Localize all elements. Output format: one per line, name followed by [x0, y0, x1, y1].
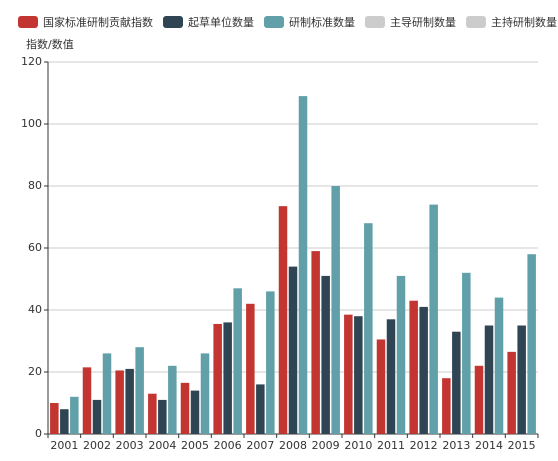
- bar: [125, 368, 134, 434]
- x-tick-label: 2007: [246, 439, 274, 452]
- bar: [396, 275, 406, 434]
- x-tick-label: 2010: [344, 439, 372, 452]
- x-tick-label: 2014: [475, 439, 503, 452]
- bar: [256, 384, 265, 434]
- bar: [92, 399, 102, 434]
- y-tick-label: 0: [35, 427, 42, 440]
- y-tick-label: 40: [28, 303, 42, 316]
- x-tick-label: 2011: [377, 439, 405, 452]
- bar: [311, 251, 320, 434]
- bar: [442, 378, 451, 434]
- bar: [484, 325, 494, 434]
- bar: [190, 390, 200, 434]
- bar: [419, 306, 428, 434]
- bar: [223, 322, 232, 434]
- bar: [354, 316, 363, 434]
- bar: [364, 223, 373, 434]
- bar: [135, 347, 144, 434]
- bar: [70, 396, 79, 434]
- bar: [115, 370, 124, 434]
- legend-label[interactable]: 主导研制数量: [390, 16, 456, 29]
- x-tick-label: 2009: [312, 439, 340, 452]
- bar: [246, 303, 255, 434]
- y-tick-label: 120: [21, 55, 42, 68]
- bar: [50, 403, 59, 434]
- bar: [158, 399, 167, 434]
- x-tick-label: 2003: [116, 439, 144, 452]
- x-tick-label: 2006: [214, 439, 242, 452]
- x-tick-label: 2001: [50, 439, 78, 452]
- y-tick-label: 80: [28, 179, 42, 192]
- bar: [321, 275, 330, 434]
- bar: [288, 266, 298, 434]
- bar: [180, 382, 190, 434]
- legend-swatch[interactable]: [365, 16, 385, 28]
- legend-swatch[interactable]: [18, 16, 38, 28]
- bar: [148, 393, 157, 434]
- bar: [527, 254, 536, 434]
- bar: [278, 206, 288, 434]
- x-tick-label: 2002: [83, 439, 111, 452]
- x-tick-label: 2008: [279, 439, 307, 452]
- bar: [376, 339, 386, 434]
- legend-swatch[interactable]: [264, 16, 284, 28]
- bar: [298, 96, 308, 434]
- x-tick-label: 2013: [442, 439, 470, 452]
- legend-label[interactable]: 研制标准数量: [289, 15, 355, 29]
- bar: [494, 297, 504, 434]
- bar: [331, 186, 340, 434]
- bar: [60, 409, 69, 434]
- bar: [386, 319, 396, 434]
- bar: [266, 291, 275, 434]
- x-tick-label: 2004: [148, 439, 176, 452]
- legend-swatch[interactable]: [466, 16, 486, 28]
- y-tick-label: 100: [21, 117, 42, 130]
- bar: [429, 204, 438, 434]
- x-tick-label: 2012: [410, 439, 438, 452]
- legend-label[interactable]: 国家标准研制贡献指数: [43, 15, 153, 29]
- y-axis-label: 指数/数值: [26, 37, 74, 51]
- bar: [233, 288, 242, 434]
- bar: [213, 323, 222, 434]
- bar: [452, 331, 461, 434]
- bar: [102, 353, 112, 434]
- bar: [462, 272, 471, 434]
- bar: [517, 325, 526, 434]
- legend-swatch[interactable]: [163, 16, 183, 28]
- bar: [507, 351, 516, 434]
- bar: [200, 353, 210, 434]
- x-tick-label: 2005: [181, 439, 209, 452]
- y-tick-label: 20: [28, 365, 42, 378]
- legend-label[interactable]: 起草单位数量: [188, 15, 254, 29]
- bar: [474, 365, 484, 434]
- bar: [409, 300, 418, 434]
- bar: [168, 365, 177, 434]
- legend-label[interactable]: 主持研制数量: [491, 15, 557, 29]
- x-tick-label: 2015: [508, 439, 536, 452]
- y-tick-label: 60: [28, 241, 42, 254]
- bar: [344, 314, 353, 434]
- bar: [82, 367, 92, 434]
